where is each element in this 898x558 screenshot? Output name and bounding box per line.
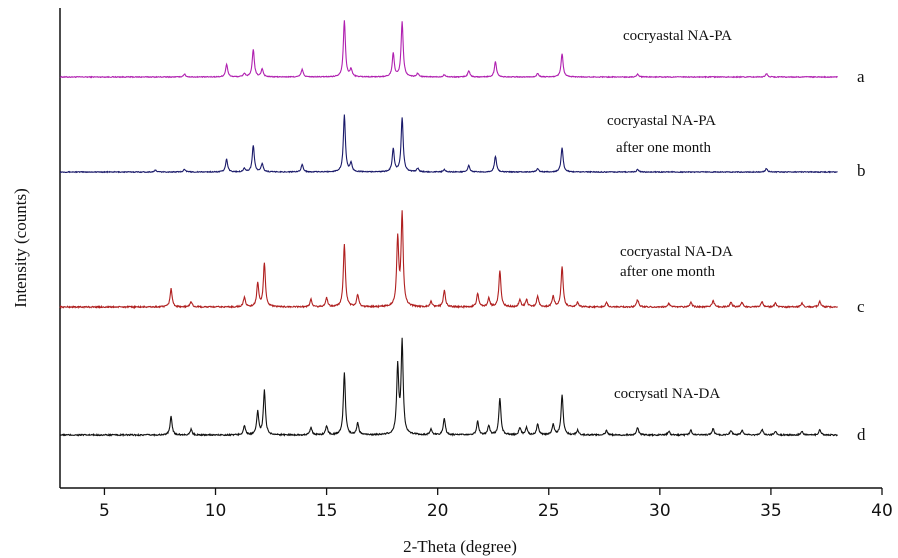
plot-frame — [59, 8, 882, 489]
annotation-c-0: cocryastal NA-DA — [620, 244, 733, 260]
x-tick-label: 20 — [427, 501, 449, 521]
series-line-b — [59, 114, 838, 174]
annotation-b-1: after one month — [616, 140, 711, 156]
y-axis-label: Intensity (counts) — [11, 188, 30, 307]
annotation-c-1: after one month — [620, 264, 715, 280]
annotation-b-0: cocryastal NA-PA — [607, 113, 716, 129]
annotation-d-0: cocrysatl NA-DA — [614, 386, 720, 402]
x-tick-label: 5 — [99, 501, 110, 521]
series-label-b: b — [857, 161, 866, 180]
series-line-a — [59, 20, 838, 79]
series-group — [59, 20, 838, 438]
series-label-d: d — [857, 425, 866, 444]
x-axis-label: 2-Theta (degree) — [403, 537, 517, 556]
series-line-c — [59, 210, 838, 310]
series-label-c: c — [857, 297, 865, 316]
series-line-d — [59, 337, 838, 438]
x-tick-label: 40 — [871, 501, 893, 521]
x-tick-label: 10 — [205, 501, 227, 521]
x-ticks: 5 10 15 20 25 30 35 40 — [99, 488, 893, 521]
series-label-a: a — [857, 67, 865, 86]
annotations: a b c d cocryastal NA-PA cocryastal NA-PA afte… — [607, 28, 866, 444]
annotation-a-0: cocryastal NA-PA — [623, 28, 732, 44]
x-tick-label: 35 — [760, 501, 782, 521]
x-tick-label: 15 — [316, 501, 338, 521]
x-tick-label: 25 — [538, 501, 560, 521]
x-tick-label: 30 — [649, 501, 671, 521]
